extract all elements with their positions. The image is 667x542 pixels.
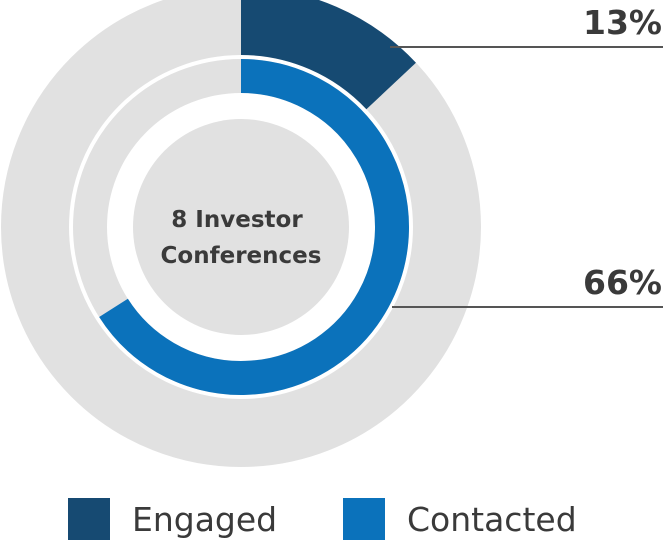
- engaged-arc: [240, 0, 416, 110]
- legend-label-contacted: Contacted: [407, 500, 577, 539]
- center-label-line-2: Conferences: [161, 243, 322, 269]
- contacted-percent-label: 66%: [583, 263, 662, 302]
- legend: Engaged Contacted: [68, 498, 577, 540]
- center-label-line-1: 8 Investor: [171, 207, 303, 233]
- engaged-percent-label: 13%: [583, 3, 662, 42]
- center-disc: [133, 119, 349, 335]
- legend-swatch-contacted: [343, 498, 385, 540]
- legend-swatch-engaged: [68, 498, 110, 540]
- contacted-arc: [99, 59, 409, 395]
- center-label: 8 Investor Conferences: [161, 207, 322, 269]
- legend-label-engaged: Engaged: [132, 500, 277, 539]
